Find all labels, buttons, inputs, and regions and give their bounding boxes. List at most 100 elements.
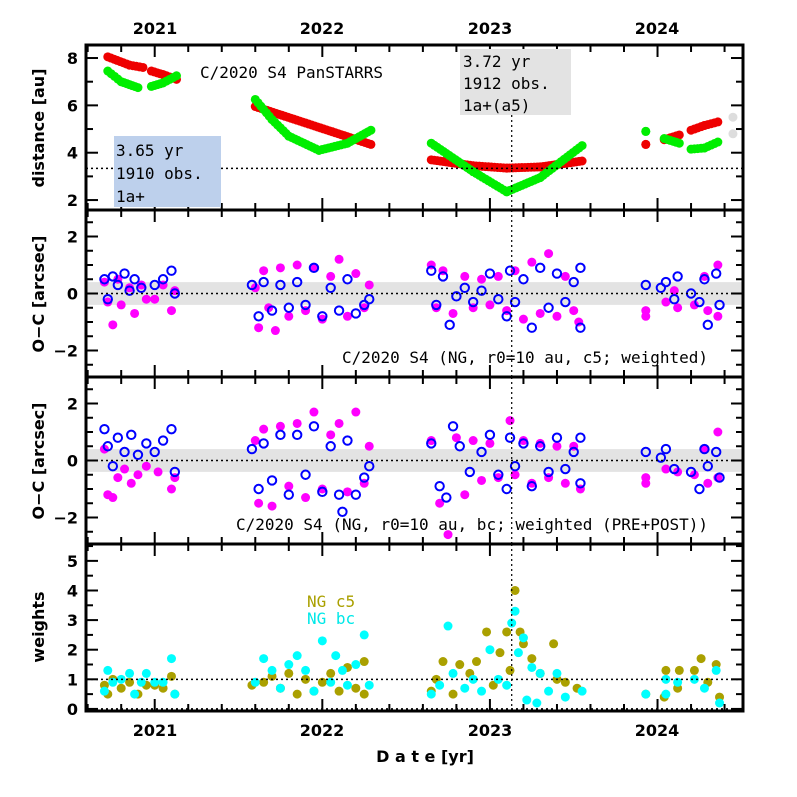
data-point-series-1: [493, 473, 503, 483]
y-tick-label: 2: [67, 641, 78, 660]
data-point-series-2: [266, 475, 278, 486]
data-point-series-2: [333, 305, 345, 316]
data-point-series-1: [326, 668, 336, 678]
data-point-series-2: [283, 302, 294, 313]
data-point-series-2: [694, 483, 705, 495]
y-tick-label: 4: [67, 581, 78, 600]
data-point-series-2: [317, 311, 328, 322]
data-point-series-2: [426, 438, 437, 449]
data-point-series-1: [250, 436, 260, 446]
data-point-series-2: [157, 274, 169, 285]
data-point-series-2: [275, 429, 286, 441]
data-point-series-2: [301, 665, 311, 675]
data-point-series-1: [133, 470, 143, 480]
y-tick-label: 0: [67, 700, 78, 719]
data-point-series-1: [552, 311, 562, 321]
tolerance-band: [86, 449, 743, 472]
data-point-series-1: [661, 665, 671, 675]
info-box-left-line-1: 3.65 yr: [116, 141, 184, 160]
data-point-series-1: [366, 139, 376, 149]
data-point-series-2: [501, 311, 512, 322]
data-point-series-1: [359, 689, 369, 699]
data-point-series-2: [112, 279, 124, 291]
data-point-series-2: [674, 138, 684, 148]
plot-area: [86, 585, 743, 710]
data-point-series-2: [170, 689, 180, 699]
data-point-series-2: [364, 680, 374, 690]
data-point-series-2: [275, 279, 286, 291]
data-point-series-2: [507, 618, 517, 628]
data-point-series-1: [108, 320, 118, 330]
data-point-series-1: [468, 436, 478, 446]
data-point-series-1: [270, 326, 280, 336]
data-point-series-2: [172, 71, 182, 81]
info-box-left-line-2: 1910 obs.: [116, 164, 203, 183]
data-point-series-1: [284, 311, 294, 321]
data-point-series-1: [301, 493, 311, 503]
data-point-series-2: [501, 483, 512, 495]
y-axis-label-oc-2: O−C [arcsec]: [29, 403, 48, 520]
data-point-series-2: [325, 441, 336, 452]
data-point-series-2: [459, 282, 470, 294]
data-point-series-2: [99, 686, 109, 696]
data-point-series-2: [157, 435, 169, 446]
y-tick-label: 6: [67, 96, 78, 115]
data-point-series-1: [166, 484, 176, 494]
data-point-series-1: [674, 665, 684, 675]
data-point-series-2: [669, 463, 680, 475]
data-point-series-2: [119, 268, 130, 279]
data-point-series-2: [543, 302, 554, 313]
data-point-series-1: [477, 475, 487, 485]
data-point-series-2: [526, 480, 538, 492]
x-tick-top-2023: 2023: [468, 19, 513, 38]
data-point-series-2: [575, 262, 586, 274]
data-point-series-3: [728, 129, 738, 139]
data-point-series-2: [477, 686, 487, 696]
data-point-series-2: [103, 665, 113, 675]
data-point-series-2: [258, 276, 269, 288]
data-point-series-2: [493, 293, 504, 305]
data-point-series-2: [275, 683, 285, 693]
y-tick-label: 2: [67, 228, 78, 247]
y-tick-label: 0: [67, 285, 78, 304]
data-point-series-2: [292, 651, 302, 661]
data-point-series-2: [130, 689, 140, 699]
data-point-series-2: [641, 126, 651, 136]
data-point-series-1: [460, 490, 470, 500]
data-point-series-2: [441, 492, 452, 503]
data-point-series-2: [551, 268, 563, 279]
data-point-series-2: [350, 308, 362, 319]
data-point-series-2: [308, 421, 320, 432]
data-point-series-2: [510, 606, 520, 616]
data-point-series-2: [577, 686, 587, 696]
info-box-left-line-3: 1a+: [116, 187, 145, 206]
legend-ng-c5: NG c5: [307, 592, 355, 611]
data-point-series-2: [129, 274, 140, 285]
data-point-series-1: [259, 266, 269, 276]
data-point-series-2: [641, 689, 651, 699]
data-point-series-1: [460, 271, 470, 281]
data-point-series-2: [568, 446, 579, 458]
data-point-series-1: [713, 311, 723, 321]
data-point-series-2: [702, 319, 714, 331]
data-point-series-2: [124, 285, 135, 296]
data-point-series-1: [689, 665, 699, 675]
data-point-series-2: [660, 443, 672, 455]
data-point-series-2: [283, 489, 294, 500]
panel-1: [86, 52, 743, 210]
data-point-series-1: [103, 297, 113, 307]
data-point-series-2: [685, 466, 697, 478]
data-point-series-1: [505, 416, 515, 426]
x-axis-label: D a t e [yr]: [376, 747, 474, 766]
data-point-series-1: [284, 668, 294, 678]
data-point-series-2: [504, 265, 516, 276]
data-point-series-1: [552, 441, 562, 451]
data-point-series-1: [527, 478, 537, 488]
data-point-series-1: [689, 300, 699, 310]
data-point-series-2: [672, 271, 683, 282]
data-point-series-1: [488, 680, 498, 690]
panel-frame: [84, 542, 745, 713]
data-point-series-2: [713, 137, 723, 147]
data-point-series-1: [527, 257, 537, 267]
